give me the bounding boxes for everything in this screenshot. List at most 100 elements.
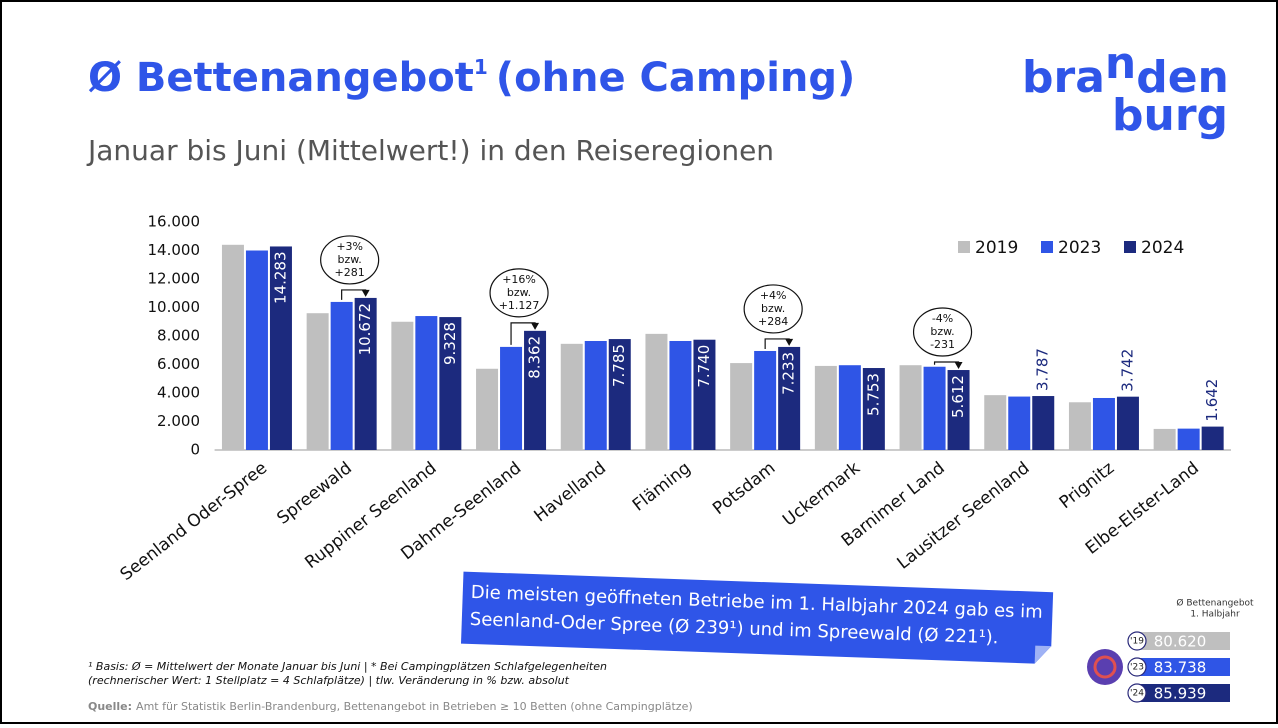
- source-text: Amt für Statistik Berlin-Brandenburg, Be…: [136, 700, 693, 713]
- bar: [439, 317, 462, 450]
- value-label: 14.283: [271, 251, 289, 304]
- y-tick-label: 12.000: [148, 270, 201, 288]
- annotation-text: +4%: [760, 289, 787, 302]
- bar: [330, 301, 353, 450]
- annotation-text: +3%: [336, 240, 363, 253]
- logo-line2: burg: [1112, 90, 1228, 141]
- annotation-bubble: [489, 268, 549, 318]
- value-label: 8.362: [526, 336, 544, 379]
- y-tick-label: 14.000: [148, 241, 201, 259]
- annotation-arrow: [361, 289, 370, 297]
- side-year-badge: [1127, 683, 1147, 703]
- logo-part: den: [1136, 52, 1229, 103]
- annotation-text: +1.127: [499, 299, 540, 312]
- annotation-bubble: [743, 284, 803, 334]
- y-tick-label: 4.000: [157, 384, 200, 402]
- bar: [354, 297, 377, 450]
- bar: [862, 368, 885, 450]
- logo: branden: [1022, 38, 1229, 103]
- bar: [415, 316, 438, 450]
- bar: [778, 346, 801, 450]
- side-year: '19: [1130, 637, 1144, 647]
- bar: [923, 366, 946, 450]
- bar: [1092, 397, 1115, 450]
- y-tick-label: 0: [190, 441, 200, 459]
- annotation-text: bzw.: [338, 253, 362, 266]
- bar: [221, 244, 244, 450]
- bar: [730, 363, 753, 450]
- side-value: 80.620: [1154, 633, 1207, 651]
- title: Ø Bettenangebot1 (ohne Camping): [88, 55, 855, 102]
- annotation-text: +281: [335, 266, 365, 279]
- value-label: 5.612: [949, 375, 967, 418]
- y-tick-label: 16.000: [148, 213, 201, 231]
- annotation-text: bzw.: [930, 325, 954, 338]
- side-year-badge: [1127, 657, 1147, 677]
- bar: [500, 346, 523, 450]
- bar: [669, 340, 692, 450]
- side-year: '24: [1130, 689, 1144, 699]
- banner-box: [460, 571, 1054, 664]
- side-subtitle: 1. Halbjahr: [1190, 610, 1240, 620]
- annotation-text: +284: [758, 315, 788, 328]
- bar: [391, 321, 414, 450]
- annotation-text: +16%: [502, 273, 536, 286]
- annotation-arrow: [954, 362, 963, 370]
- legend-swatch: [958, 241, 970, 253]
- banner: Die meisten geöffneten Betriebe im 1. Ha…: [460, 571, 1054, 664]
- bar: [1068, 402, 1091, 450]
- footnote: (rechnerischer Wert: 1 Stellplatz = 4 Sc…: [88, 674, 570, 687]
- bar: [984, 395, 1007, 450]
- bar: [584, 340, 607, 450]
- value-label: 7.785: [610, 344, 628, 387]
- legend-label: 2024: [1141, 238, 1184, 258]
- side-logo: [1087, 649, 1123, 685]
- title-rest: (ohne Camping): [496, 55, 856, 101]
- side-bar: [1140, 658, 1230, 676]
- annotation-text: bzw.: [761, 302, 785, 315]
- bar: [560, 343, 583, 450]
- value-label: 5.753: [864, 373, 882, 416]
- bar: [524, 330, 547, 450]
- legend-label: 2019: [975, 238, 1018, 258]
- value-label: 7.233: [780, 352, 798, 395]
- value-label: 1.642: [1203, 379, 1221, 422]
- y-tick-label: 2.000: [157, 412, 200, 430]
- annotation-text: -231: [930, 338, 955, 351]
- bar: [899, 365, 922, 450]
- bar: [269, 246, 292, 450]
- bar: [1032, 396, 1055, 450]
- bar: [838, 365, 861, 450]
- bar: [1153, 428, 1176, 450]
- legend-swatch: [1124, 241, 1136, 253]
- annotation-bubble: [912, 307, 973, 357]
- side-year-badge: [1127, 631, 1147, 651]
- side-bar: [1140, 684, 1230, 702]
- side-value: 83.738: [1154, 659, 1207, 677]
- banner-fold: [1034, 645, 1052, 664]
- value-label: 10.672: [356, 303, 374, 356]
- value-label: 7.740: [695, 345, 713, 388]
- annotation-text: -4%: [932, 312, 953, 325]
- y-tick-label: 10.000: [148, 298, 201, 316]
- annotation-text: bzw.: [507, 286, 531, 299]
- bar: [645, 333, 668, 450]
- annotation-bubble: [320, 235, 380, 285]
- annotation-arrow: [785, 338, 794, 346]
- source: Quelle: Amt für Statistik Berlin-Brandenb…: [88, 700, 693, 713]
- bar: [306, 313, 329, 450]
- bar: [754, 350, 777, 450]
- logo-part: n: [1105, 38, 1136, 89]
- bar: [947, 370, 970, 450]
- bar: [245, 250, 268, 450]
- bar: [1177, 428, 1200, 450]
- side-bar: [1140, 632, 1230, 650]
- bar: [1116, 396, 1139, 450]
- value-label: 9.328: [441, 322, 459, 365]
- bar: [608, 339, 631, 450]
- bar: [1008, 396, 1031, 450]
- legend-swatch: [1041, 241, 1053, 253]
- side-year: '23: [1130, 663, 1144, 673]
- value-label: 3.787: [1034, 348, 1052, 391]
